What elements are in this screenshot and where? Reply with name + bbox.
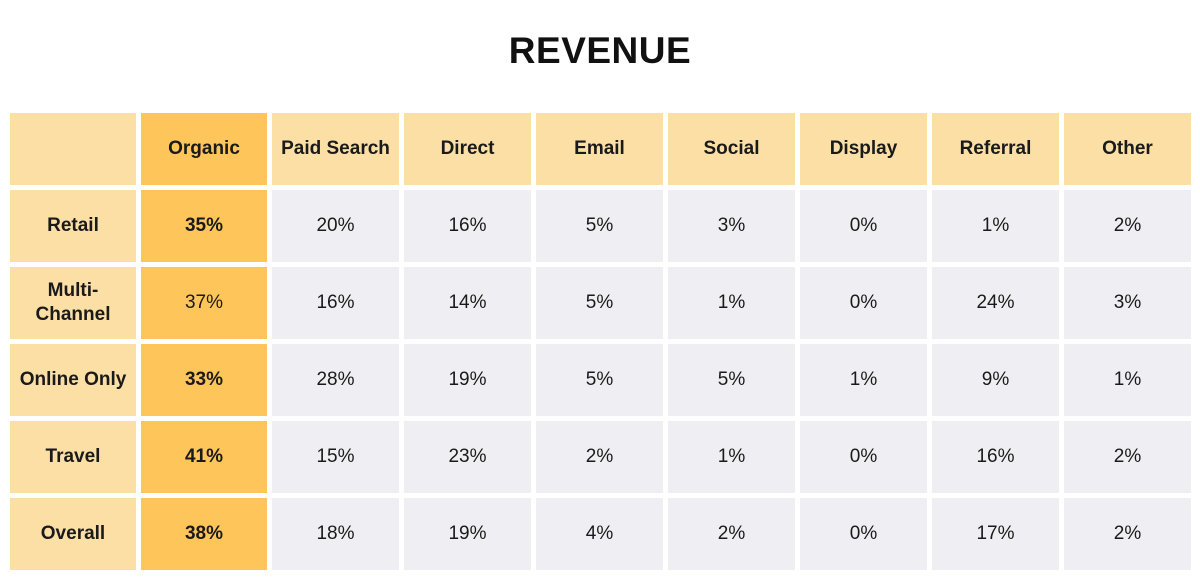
value-cell: 5% — [536, 267, 663, 339]
column-header-other: Other — [1064, 113, 1191, 185]
value-cell: 1% — [668, 421, 795, 493]
value-cell: 18% — [272, 498, 399, 570]
value-cell: 15% — [272, 421, 399, 493]
value-cell: 0% — [800, 190, 927, 262]
value-cell: 5% — [536, 344, 663, 416]
table-row: Multi- Channel 37% 16% 14% 5% 1% 0% 24% 3% — [10, 267, 1191, 339]
value-cell: 24% — [932, 267, 1059, 339]
corner-cell — [10, 113, 136, 185]
column-header-direct: Direct — [404, 113, 531, 185]
value-cell: 4% — [536, 498, 663, 570]
table-body: Retail 35% 20% 16% 5% 3% 0% 1% 2% Multi- Channel 37… — [10, 190, 1191, 570]
value-cell: 14% — [404, 267, 531, 339]
value-cell-organic: 35% — [141, 190, 267, 262]
value-cell: 0% — [800, 267, 927, 339]
value-cell: 16% — [404, 190, 531, 262]
value-cell-organic: 33% — [141, 344, 267, 416]
column-header-email: Email — [536, 113, 663, 185]
value-cell: 1% — [800, 344, 927, 416]
value-cell-organic: 41% — [141, 421, 267, 493]
column-header-paid-search: Paid Search — [272, 113, 399, 185]
value-cell: 0% — [800, 421, 927, 493]
column-header-social: Social — [668, 113, 795, 185]
row-label: Overall — [10, 498, 136, 570]
column-header-organic: Organic — [141, 113, 267, 185]
value-cell: 1% — [1064, 344, 1191, 416]
revenue-table: Organic Paid Search Direct Email Social Displ… — [5, 108, 1196, 575]
value-cell: 5% — [536, 190, 663, 262]
table-row: Travel 41% 15% 23% 2% 1% 0% 16% 2% — [10, 421, 1191, 493]
table-row: Overall 38% 18% 19% 4% 2% 0% 17% 2% — [10, 498, 1191, 570]
value-cell: 19% — [404, 344, 531, 416]
value-cell: 20% — [272, 190, 399, 262]
value-cell-organic: 37% — [141, 267, 267, 339]
value-cell: 28% — [272, 344, 399, 416]
value-cell: 3% — [668, 190, 795, 262]
value-cell: 2% — [668, 498, 795, 570]
row-label: Multi- Channel — [10, 267, 136, 339]
value-cell: 17% — [932, 498, 1059, 570]
value-cell: 19% — [404, 498, 531, 570]
value-cell: 5% — [668, 344, 795, 416]
table-row: Retail 35% 20% 16% 5% 3% 0% 1% 2% — [10, 190, 1191, 262]
value-cell: 2% — [1064, 421, 1191, 493]
value-cell-organic: 38% — [141, 498, 267, 570]
value-cell: 16% — [272, 267, 399, 339]
row-label: Retail — [10, 190, 136, 262]
column-header-referral: Referral — [932, 113, 1059, 185]
column-header-display: Display — [800, 113, 927, 185]
header-row: Organic Paid Search Direct Email Social Displ… — [10, 113, 1191, 185]
value-cell: 23% — [404, 421, 531, 493]
value-cell: 1% — [668, 267, 795, 339]
value-cell: 1% — [932, 190, 1059, 262]
value-cell: 3% — [1064, 267, 1191, 339]
value-cell: 9% — [932, 344, 1059, 416]
chart-title: REVENUE — [508, 30, 692, 71]
value-cell: 0% — [800, 498, 927, 570]
value-cell: 2% — [536, 421, 663, 493]
value-cell: 2% — [1064, 498, 1191, 570]
row-label: Online Only — [10, 344, 136, 416]
value-cell: 16% — [932, 421, 1059, 493]
row-label-line: Channel — [35, 304, 111, 325]
row-label-line: Multi- — [47, 280, 99, 301]
value-cell: 2% — [1064, 190, 1191, 262]
row-label: Travel — [10, 421, 136, 493]
table-row: Online Only 33% 28% 19% 5% 5% 1% 9% 1% — [10, 344, 1191, 416]
